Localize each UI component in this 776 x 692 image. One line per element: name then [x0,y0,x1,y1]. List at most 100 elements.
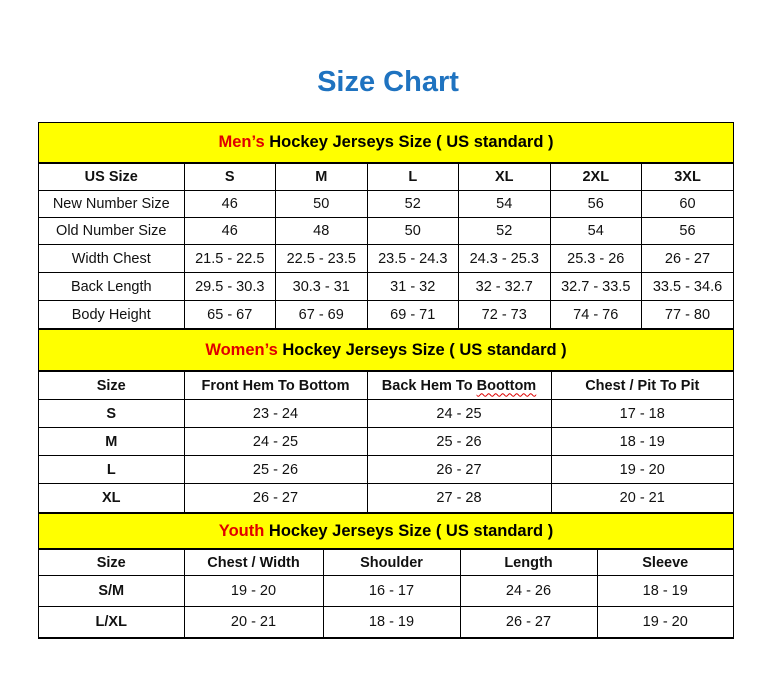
table-cell: 19 - 20 [550,455,733,484]
table-cell: 18 - 19 [322,606,461,638]
table-cell: 65 - 67 [183,300,276,329]
women-heading-highlight: Women’s [205,341,278,359]
table-cell: 25 - 26 [366,427,552,456]
column-header: Front Hem To Bottom [183,371,368,400]
table-cell: 18 - 19 [596,575,733,607]
table-cell: 74 - 76 [549,300,642,329]
women-table: Size Front Hem To Bottom Back Hem To Boott… [39,371,733,513]
page-title: Size Chart [317,66,459,98]
men-section-heading: Men’s Hockey Jerseys Size ( US standard … [39,123,733,163]
size-chart: Men’s Hockey Jerseys Size ( US standard … [38,122,734,639]
table-cell: 24 - 25 [366,399,552,428]
table-cell: M [39,427,185,456]
table-row: S 23 - 24 24 - 25 17 - 18 [39,399,733,428]
table-cell: 52 [366,190,459,218]
table-cell: 31 - 32 [366,272,459,301]
table-cell: 50 [275,190,368,218]
table-cell: 16 - 17 [322,575,461,607]
table-cell: 23.5 - 24.3 [366,244,459,273]
table-cell: 24 - 26 [459,575,598,607]
table-cell: 26 - 27 [183,483,368,513]
table-row: Body Height 65 - 67 67 - 69 69 - 71 72 - 73 7… [39,300,733,329]
table-cell: 56 [641,217,733,245]
table-cell: S/M [39,575,185,607]
table-cell: 29.5 - 30.3 [183,272,276,301]
table-cell: New Number Size [39,190,185,218]
column-header: 3XL [641,163,733,191]
column-header: Size [39,371,185,400]
table-row: L 25 - 26 26 - 27 19 - 20 [39,455,733,484]
table-row: Width Chest 21.5 - 22.5 22.5 - 23.5 23.5 - … [39,244,733,273]
table-cell: 60 [641,190,733,218]
column-header: Size [39,549,185,576]
table-cell: 20 - 21 [183,606,324,638]
table-cell: 48 [275,217,368,245]
table-cell: 19 - 20 [596,606,733,638]
table-cell: 23 - 24 [183,399,368,428]
table-cell: 30.3 - 31 [275,272,368,301]
table-cell: 21.5 - 22.5 [183,244,276,273]
table-cell: 26 - 27 [366,455,552,484]
table-cell: 54 [458,190,551,218]
table-cell: 27 - 28 [366,483,552,513]
table-row: L/XL 20 - 21 18 - 19 26 - 27 19 - 20 [39,606,733,638]
table-cell: Back Length [39,272,185,301]
table-cell: 17 - 18 [550,399,733,428]
table-cell: L/XL [39,606,185,638]
header-row: US Size S M L XL 2XL 3XL [39,163,733,191]
header-text: Back Hem To [381,377,477,394]
table-cell: 46 [183,190,276,218]
table-cell: 72 - 73 [458,300,551,329]
column-header: Length [459,549,598,576]
table-row: New Number Size 46 50 52 54 56 60 [39,190,733,218]
column-header: Chest / Width [183,549,324,576]
column-header: L [366,163,459,191]
column-header: Sleeve [596,549,733,576]
column-header: Chest / Pit To Pit [550,371,733,400]
women-section-heading: Women’s Hockey Jerseys Size ( US standar… [39,329,733,371]
men-table: US Size S M L XL 2XL 3XL New Number Size 46 50 52 5… [39,163,733,329]
misspelled-word: Boottom [476,377,537,394]
youth-heading-text: Hockey Jerseys Size ( US standard ) [264,522,554,540]
youth-heading-highlight: Youth [218,522,265,540]
table-cell: 52 [458,217,551,245]
column-header: XL [458,163,551,191]
table-row: XL 26 - 27 27 - 28 20 - 21 [39,483,733,513]
column-header: US Size [39,163,185,191]
table-cell: Old Number Size [39,217,185,245]
table-row: Old Number Size 46 48 50 52 54 56 [39,217,733,245]
table-cell: 25 - 26 [183,455,368,484]
table-cell: 32 - 32.7 [458,272,551,301]
table-cell: 56 [549,190,642,218]
table-cell: 54 [549,217,642,245]
table-cell: 19 - 20 [183,575,324,607]
table-row: S/M 19 - 20 16 - 17 24 - 26 18 - 19 [39,575,733,607]
table-cell: L [39,455,185,484]
table-cell: 24.3 - 25.3 [458,244,551,273]
table-cell: 77 - 80 [641,300,733,329]
table-cell: 33.5 - 34.6 [641,272,733,301]
table-cell: 26 - 27 [641,244,733,273]
table-cell: 67 - 69 [275,300,368,329]
table-cell: 25.3 - 26 [549,244,642,273]
table-cell: 18 - 19 [550,427,733,456]
table-row: Back Length 29.5 - 30.3 30.3 - 31 31 - 32 32… [39,272,733,301]
table-cell: 20 - 21 [550,483,733,513]
men-heading-text: Hockey Jerseys Size ( US standard ) [264,133,554,151]
youth-section-heading: Youth Hockey Jerseys Size ( US standard … [39,513,733,549]
header-row: Size Front Hem To Bottom Back Hem To Boott… [39,371,733,400]
table-cell: 32.7 - 33.5 [549,272,642,301]
table-row: M 24 - 25 25 - 26 18 - 19 [39,427,733,456]
header-row: Size Chest / Width Shoulder Length Sleeve [39,549,733,576]
column-header: 2XL [549,163,642,191]
table-cell: 24 - 25 [183,427,368,456]
table-cell: 69 - 71 [366,300,459,329]
column-header: S [183,163,276,191]
table-cell: 26 - 27 [459,606,598,638]
youth-table: Size Chest / Width Shoulder Length Sleeve S/M… [39,549,733,638]
men-heading-highlight: Men’s [218,133,265,151]
column-header: Back Hem To Boottom [366,371,552,400]
table-cell: XL [39,483,185,513]
women-heading-text: Hockey Jerseys Size ( US standard ) [277,341,567,359]
table-cell: S [39,399,185,428]
